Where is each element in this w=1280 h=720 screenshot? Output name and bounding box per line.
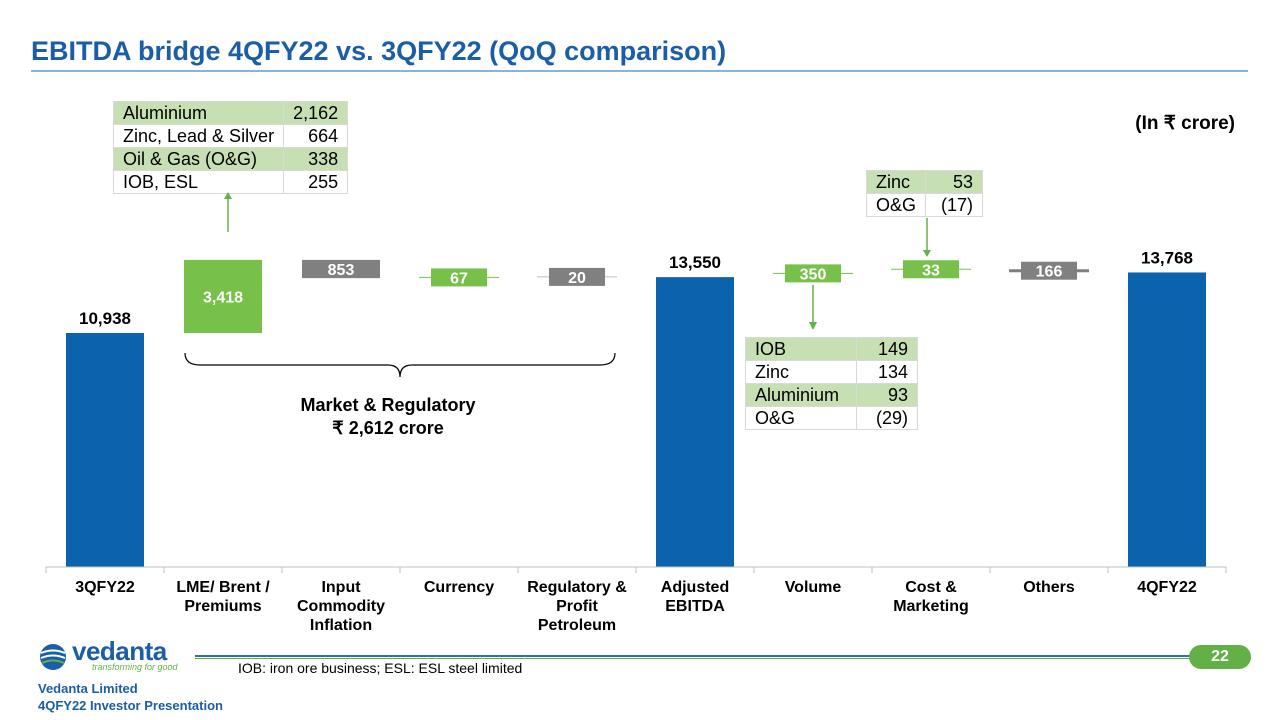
table-row: IOB 149	[745, 337, 918, 361]
table-row: Zinc, Lead & Silver 664	[112, 124, 349, 148]
x-tick-label: 3QFY22	[75, 579, 135, 596]
data-label: 20	[568, 270, 586, 287]
market-regulatory-label: Market & Regulatory ₹ 2,612 crore	[300, 395, 476, 438]
arrow-head-icon	[809, 322, 817, 330]
bar-currency	[431, 268, 487, 287]
bar-4qfy22	[1128, 272, 1206, 567]
data-label: 350	[800, 266, 827, 283]
x-tick-label: Cost & Marketing	[893, 579, 969, 615]
x-tick-label: 4QFY22	[1137, 579, 1197, 596]
data-label: 166	[1036, 264, 1063, 281]
table-row: O&G (29)	[745, 406, 918, 430]
arrow-head-icon	[224, 192, 232, 199]
page-number: 22	[1189, 645, 1251, 669]
lme-breakdown-table: Aluminium 2,162 Zinc, Lead & Silver 664 Oi…	[112, 101, 349, 194]
bar-cost-marketing	[903, 260, 959, 279]
bar-regulatory-profit-petroleum	[549, 267, 605, 286]
data-label: 33	[922, 262, 940, 279]
x-tick-label: Input Commodity Inflation	[297, 579, 385, 634]
table-row: O&G (17)	[865, 193, 984, 217]
data-label: 10,938	[79, 309, 131, 328]
page-title: EBITDA bridge 4QFY22 vs. 3QFY22 (QoQ com…	[31, 36, 727, 66]
cost-breakdown-table: Zinc 53 O&G (17)	[865, 170, 984, 217]
data-label: 13,768	[1141, 248, 1193, 267]
bar-volume	[785, 264, 841, 283]
table-row: Oil & Gas (O&G) 338	[112, 147, 349, 171]
logo-tagline: transforming for good	[92, 662, 178, 672]
vedanta-logo: vedanta transforming for good	[38, 636, 198, 680]
footnote: IOB: iron ore business; ESL: ESL steel l…	[238, 660, 523, 676]
x-tick-label: Others	[1023, 579, 1075, 596]
data-label: 67	[450, 270, 468, 287]
data-label: 13,550	[669, 253, 721, 272]
vedanta-globe-icon	[40, 644, 66, 670]
x-tick-label: Currency	[423, 579, 495, 596]
title-underline	[31, 70, 1248, 72]
unit-label: (In ₹ crore)	[1135, 113, 1235, 134]
x-tick-label: Regulatory & Profit Petroleum	[527, 579, 627, 634]
bar-adjusted-ebitda	[656, 277, 734, 567]
footer-divider	[195, 655, 1190, 657]
bar-lme-brent-premiums	[184, 259, 262, 333]
x-tick-label: Volume	[784, 579, 842, 596]
volume-breakdown-table: IOB 149 Zinc 134 Aluminium 93 O&G (29)	[745, 337, 918, 430]
table-row: Aluminium 2,162	[112, 101, 349, 125]
bar-3qfy22	[66, 333, 144, 567]
data-label: 853	[328, 262, 355, 279]
x-tick-label: LME/ Brent / Premiums	[176, 579, 270, 615]
footer-divider-accent	[195, 658, 1190, 659]
company-info: Vedanta Limited 4QFY22 Investor Presenta…	[38, 681, 223, 713]
data-label: 3,418	[203, 289, 243, 306]
x-tick-label: Adjusted EBITDA	[660, 579, 730, 615]
bar-input-commodity-inflation	[302, 259, 380, 279]
table-row: Aluminium 93	[745, 383, 918, 407]
table-row: IOB, ESL 255	[112, 170, 349, 194]
logo-wordmark: vedanta	[72, 636, 167, 666]
arrow-head-icon	[923, 250, 931, 257]
table-row: Zinc 53	[865, 170, 984, 194]
bar-others	[1021, 261, 1077, 280]
market-regulatory-brace	[184, 352, 616, 378]
